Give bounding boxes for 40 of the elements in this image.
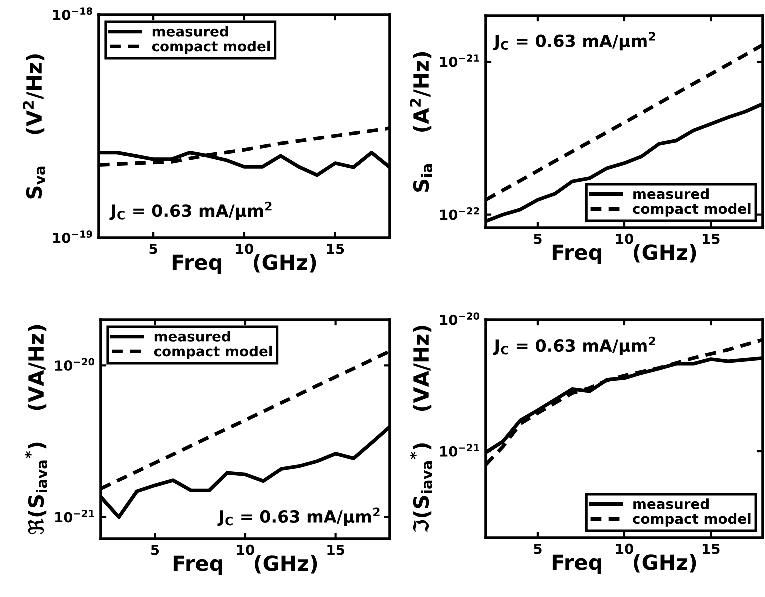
x-tick-label: 5 xyxy=(534,234,542,244)
y-tick-label: 10$^{−20}$ xyxy=(440,312,480,326)
x-tick-label: 15 xyxy=(702,234,720,244)
x-tick-label: 10 xyxy=(616,544,634,554)
x-tick-label: 5 xyxy=(151,544,160,556)
x-tick-label: 15 xyxy=(327,244,344,254)
y-tick-label: 10$^{−22}$ xyxy=(440,207,480,220)
x-tick-label: 5 xyxy=(534,544,542,554)
legend-label: compact model xyxy=(152,40,270,54)
x-tick-label: 15 xyxy=(328,544,345,556)
x-axis-title: Freq (GHz) xyxy=(172,254,316,274)
y-tick-label: 10$^{−19}$ xyxy=(53,230,92,244)
y-tick-label: 10$^{−21}$ xyxy=(440,54,480,68)
annotation: J$_{C}$ = 0.63 mA/μm$^{2}$ xyxy=(110,202,272,220)
annotation: J$_{C}$ = 0.63 mA/μm$^{2}$ xyxy=(493,32,656,51)
y-axis-title: ℜ(S$_{iava}$$^{*}$) (VA/Hz) xyxy=(25,325,48,535)
x-tick-label: 10 xyxy=(236,244,254,254)
y-tick-label: 10$^{−20}$ xyxy=(55,358,95,372)
x-axis-title: Freq (GHz) xyxy=(552,244,696,264)
x-tick-label: 10 xyxy=(237,544,254,556)
x-axis-title: Freq (GHz) xyxy=(552,554,696,574)
text: S$_{ia}$ (A$^{2}$/Hz) xyxy=(410,52,432,192)
x-tick-label: 15 xyxy=(702,544,720,554)
x-tick-label: 10 xyxy=(616,234,634,244)
y-axis-title: ℑ(S$_{iava}$$^{*}$) (VA/Hz) xyxy=(410,326,432,533)
legend-label: measured xyxy=(634,498,709,510)
legend-label: measured xyxy=(634,188,709,200)
annotation: J$_{C}$ = 0.63 mA/μm$^{2}$ xyxy=(218,508,380,526)
y-tick-label: 10$^{−21}$ xyxy=(440,444,480,457)
x-axis-title: Freq (GHz) xyxy=(174,555,318,576)
x-tick-label: 5 xyxy=(150,244,158,254)
legend-label: compact model xyxy=(154,346,272,360)
legend-label: measured xyxy=(152,26,228,37)
legend-label: compact model xyxy=(633,203,751,217)
legend-label: measured xyxy=(154,331,230,342)
y-tick-label: 10$^{−18}$ xyxy=(53,8,92,20)
text: S$_{va}$ (V$^{2}$/Hz) xyxy=(23,54,46,199)
legend-label: compact model xyxy=(633,513,751,527)
y-tick-label: 10$^{−21}$ xyxy=(55,510,94,523)
annotation: J$_{C}$ = 0.63 mA/μm$^{2}$ xyxy=(493,336,656,356)
